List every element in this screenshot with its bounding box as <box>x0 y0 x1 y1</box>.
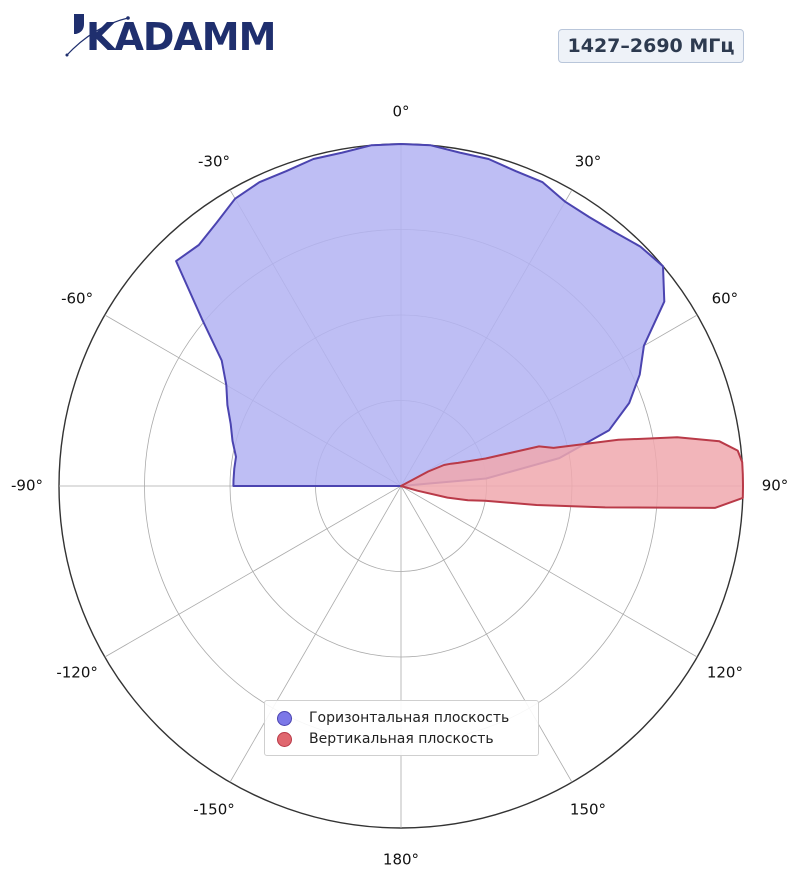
legend-item-horizontal[interactable]: Горизонтальная плоскость <box>277 708 509 728</box>
angle-tick-label: -30° <box>198 153 230 171</box>
angle-tick-label: 90° <box>762 477 789 495</box>
angle-tick-label: 60° <box>712 290 739 308</box>
legend-label-horizontal: Горизонтальная плоскость <box>309 710 510 726</box>
legend-swatch-horizontal <box>277 710 292 726</box>
angle-tick-label: 30° <box>575 153 602 171</box>
angle-tick-label: 180° <box>383 851 419 869</box>
chart-legend: Горизонтальная плоскость Вертикальная пл… <box>264 700 539 756</box>
angle-tick-label: -90° <box>11 477 43 495</box>
series-vertical-area <box>400 436 744 509</box>
angle-tick-label: -150° <box>193 800 235 818</box>
angle-tick-label: -120° <box>56 664 98 682</box>
frequency-badge: 1427–2690 МГц <box>558 29 744 63</box>
series-layer <box>175 143 744 509</box>
angle-tick-label: 150° <box>570 800 606 818</box>
legend-swatch-vertical <box>277 731 292 747</box>
brand-logo <box>64 6 264 62</box>
logo-mark-icon <box>65 14 130 57</box>
angle-tick-label: 0° <box>392 103 409 121</box>
angle-ticks: 0° 30° 60° 90° 120° 150° 180° -150° -120° -90° -60… <box>11 103 788 869</box>
angle-tick-label: -60° <box>61 290 93 308</box>
series-horizontal-area <box>175 143 666 487</box>
logo-text: KADAMM <box>86 15 276 59</box>
angle-tick-label: 120° <box>707 664 743 682</box>
legend-item-vertical[interactable]: Вертикальная плоскость <box>277 729 494 749</box>
legend-label-vertical: Вертикальная плоскость <box>309 731 494 747</box>
